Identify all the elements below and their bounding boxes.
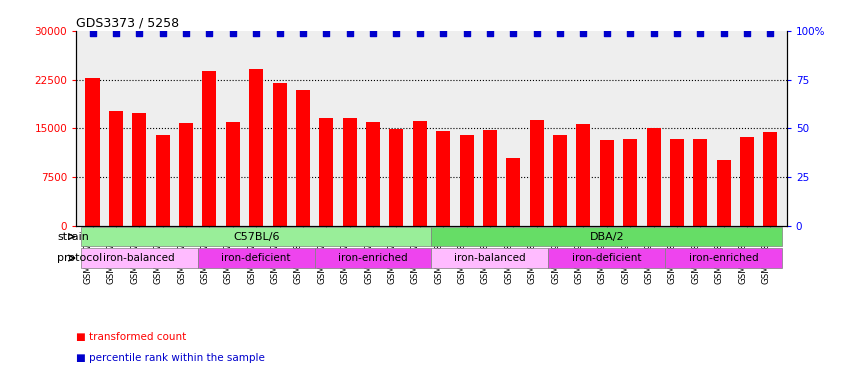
Text: iron-deficient: iron-deficient [222, 253, 291, 263]
Point [179, 30, 193, 36]
Bar [319, 118, 333, 226]
Point [646, 30, 660, 36]
Bar [109, 111, 123, 226]
Bar [483, 130, 497, 226]
Bar [296, 90, 310, 226]
Bar [740, 137, 754, 226]
Bar [315, 248, 431, 268]
Point [250, 30, 263, 36]
Point [272, 30, 286, 36]
Point [717, 30, 730, 36]
Bar [132, 113, 146, 226]
Point [483, 30, 497, 36]
Bar [763, 132, 777, 226]
Point [413, 30, 426, 36]
Bar [693, 139, 707, 226]
Text: ■ transformed count: ■ transformed count [76, 332, 186, 342]
Bar [600, 140, 614, 226]
Point [320, 30, 333, 36]
Bar [548, 248, 665, 268]
Point [507, 30, 520, 36]
Point [600, 30, 613, 36]
Point [343, 30, 356, 36]
Bar [202, 71, 217, 226]
Point [670, 30, 684, 36]
Point [530, 30, 543, 36]
Bar [646, 127, 661, 226]
Point [390, 30, 404, 36]
Text: DBA/2: DBA/2 [590, 232, 624, 242]
Bar [717, 159, 731, 226]
Bar [459, 135, 474, 226]
Point [226, 30, 239, 36]
Point [366, 30, 380, 36]
Bar [366, 122, 380, 226]
Bar [506, 157, 520, 226]
Point [624, 30, 637, 36]
Text: iron-deficient: iron-deficient [572, 253, 641, 263]
Bar [156, 135, 170, 226]
Text: GDS3373 / 5258: GDS3373 / 5258 [76, 17, 179, 30]
Bar [343, 118, 357, 226]
Point [109, 30, 123, 36]
Point [764, 30, 777, 36]
Bar [179, 123, 193, 226]
Bar [272, 83, 287, 226]
Text: C57BL/6: C57BL/6 [233, 232, 279, 242]
Bar [624, 139, 637, 226]
Bar [437, 131, 450, 226]
Bar [530, 121, 544, 226]
Text: strain: strain [58, 232, 90, 242]
Point [156, 30, 169, 36]
Bar [670, 139, 684, 226]
Bar [81, 248, 198, 268]
Text: iron-enriched: iron-enriched [689, 253, 759, 263]
Bar [198, 248, 315, 268]
Point [203, 30, 217, 36]
Bar [576, 124, 591, 226]
Text: iron-balanced: iron-balanced [103, 253, 175, 263]
Bar [431, 248, 548, 268]
Point [553, 30, 567, 36]
Point [437, 30, 450, 36]
Text: protocol: protocol [58, 253, 102, 263]
Bar [431, 227, 782, 246]
Bar [413, 121, 426, 226]
Bar [389, 129, 404, 226]
Text: iron-balanced: iron-balanced [454, 253, 525, 263]
Bar [665, 248, 782, 268]
Bar [81, 227, 431, 246]
Point [296, 30, 310, 36]
Point [133, 30, 146, 36]
Point [694, 30, 707, 36]
Point [740, 30, 754, 36]
Bar [249, 69, 263, 226]
Text: ■ percentile rank within the sample: ■ percentile rank within the sample [76, 353, 265, 363]
Text: iron-enriched: iron-enriched [338, 253, 408, 263]
Bar [85, 78, 100, 226]
Point [577, 30, 591, 36]
Bar [553, 136, 567, 226]
Point [459, 30, 473, 36]
Bar [226, 122, 239, 226]
Point [85, 30, 99, 36]
